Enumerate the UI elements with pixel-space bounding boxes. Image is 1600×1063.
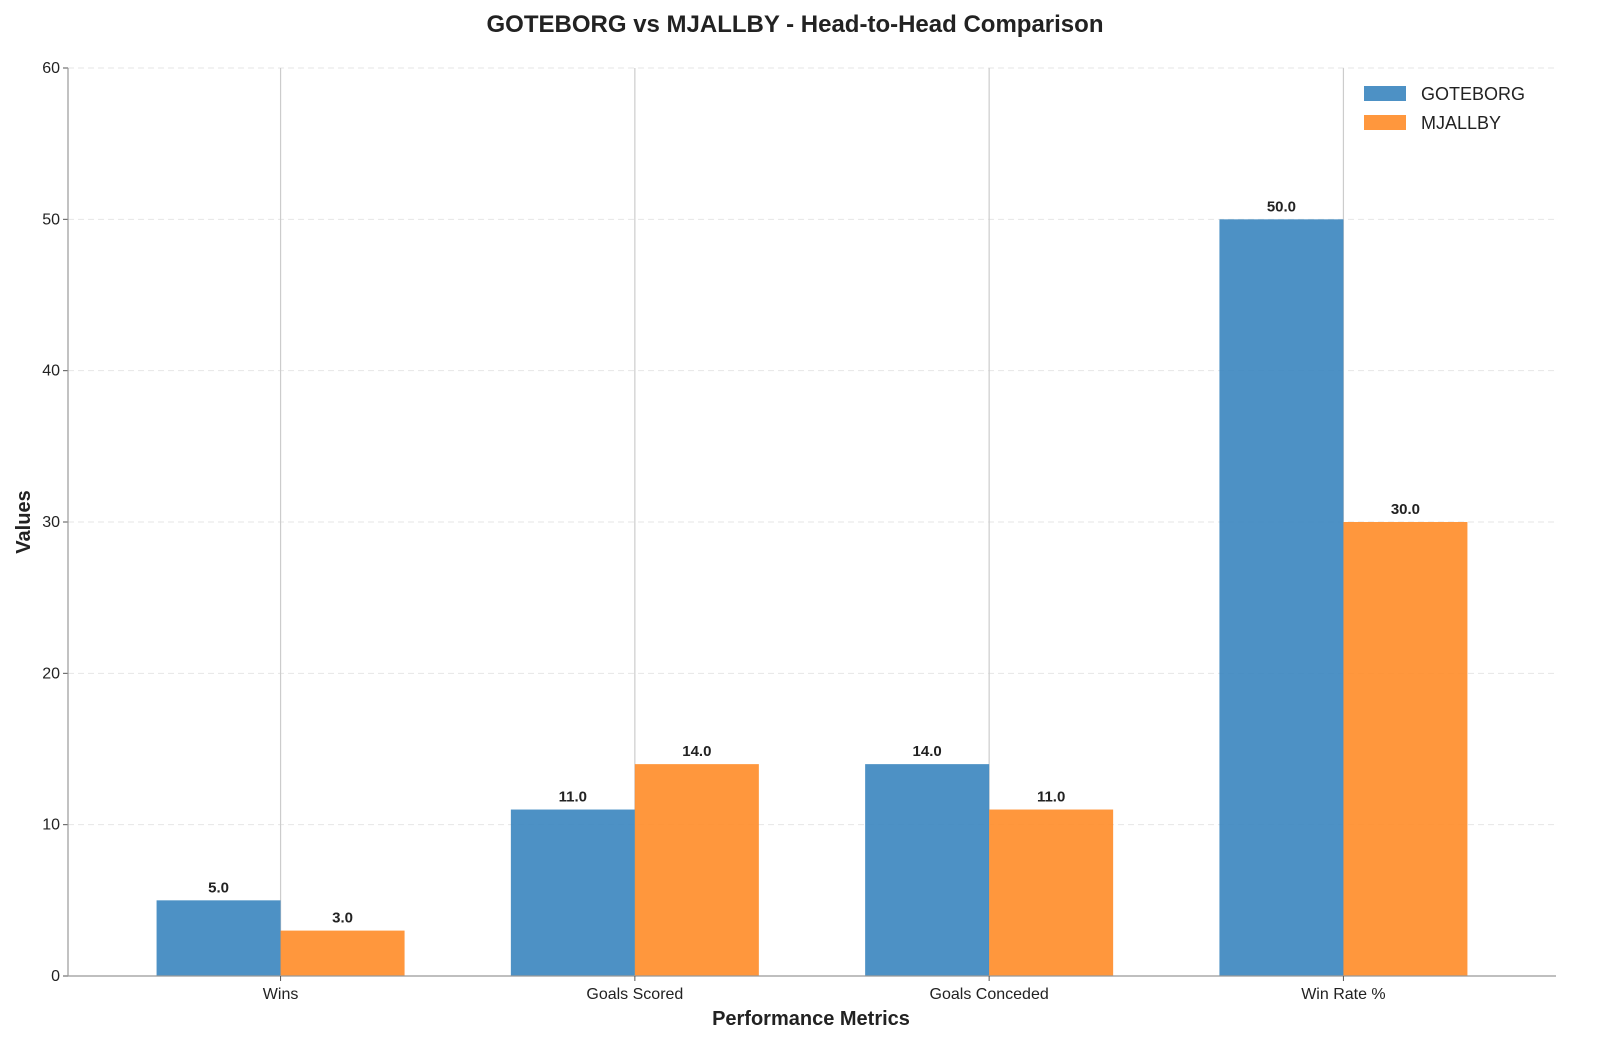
x-tick-label: Win Rate % — [1301, 986, 1385, 1003]
legend-label-mjallby: MJALLBY — [1421, 113, 1501, 133]
y-tick-label: 0 — [51, 968, 60, 985]
value-label: 50.0 — [1267, 198, 1296, 215]
value-label: 14.0 — [913, 743, 942, 760]
y-tick-label: 10 — [42, 817, 60, 834]
y-tick-label: 50 — [42, 211, 60, 228]
x-tick-label: Goals Scored — [586, 986, 683, 1003]
x-tick-label: Goals Conceded — [930, 986, 1049, 1003]
bar-mjallby-1 — [634, 764, 759, 976]
value-label: 11.0 — [1037, 789, 1065, 806]
x-axis-label: Performance Metrics — [712, 1008, 910, 1030]
value-label: 5.0 — [208, 879, 229, 896]
bar-mjallby-3 — [1343, 522, 1468, 976]
bar-goteborg-2 — [865, 764, 990, 976]
y-axis-label: Values — [13, 490, 35, 553]
value-label: 14.0 — [682, 743, 711, 760]
y-tick-label: 20 — [42, 665, 60, 682]
y-tick-label: 30 — [42, 514, 60, 531]
bar-mjallby-2 — [989, 809, 1114, 976]
axes: 0 10 20 30 40 50 60 Wins Goals Scored Goals Conce… — [42, 60, 1556, 1003]
y-tick-label: 40 — [42, 363, 60, 380]
bar-goteborg-1 — [510, 809, 635, 976]
bars — [156, 219, 1468, 977]
bar-goteborg-3 — [1219, 219, 1344, 977]
value-label: 3.0 — [332, 910, 353, 927]
bar-goteborg-0 — [156, 900, 281, 976]
y-tick-label: 60 — [42, 60, 60, 77]
legend: GOTEBORG MJALLBY — [1364, 84, 1525, 133]
legend-swatch-mjallby — [1364, 115, 1406, 130]
legend-swatch-goteborg — [1364, 86, 1406, 101]
legend-label-goteborg: GOTEBORG — [1421, 84, 1525, 104]
value-labels: 5.0 11.0 14.0 50.0 3.0 14.0 11.0 30.0 — [208, 198, 1420, 926]
value-label: 11.0 — [559, 789, 587, 806]
bar-mjallby-0 — [280, 930, 405, 976]
chart-title: GOTEBORG vs MJALLBY - Head-to-Head Compa… — [487, 11, 1104, 38]
value-label: 30.0 — [1391, 501, 1420, 518]
x-tick-label: Wins — [263, 986, 299, 1003]
